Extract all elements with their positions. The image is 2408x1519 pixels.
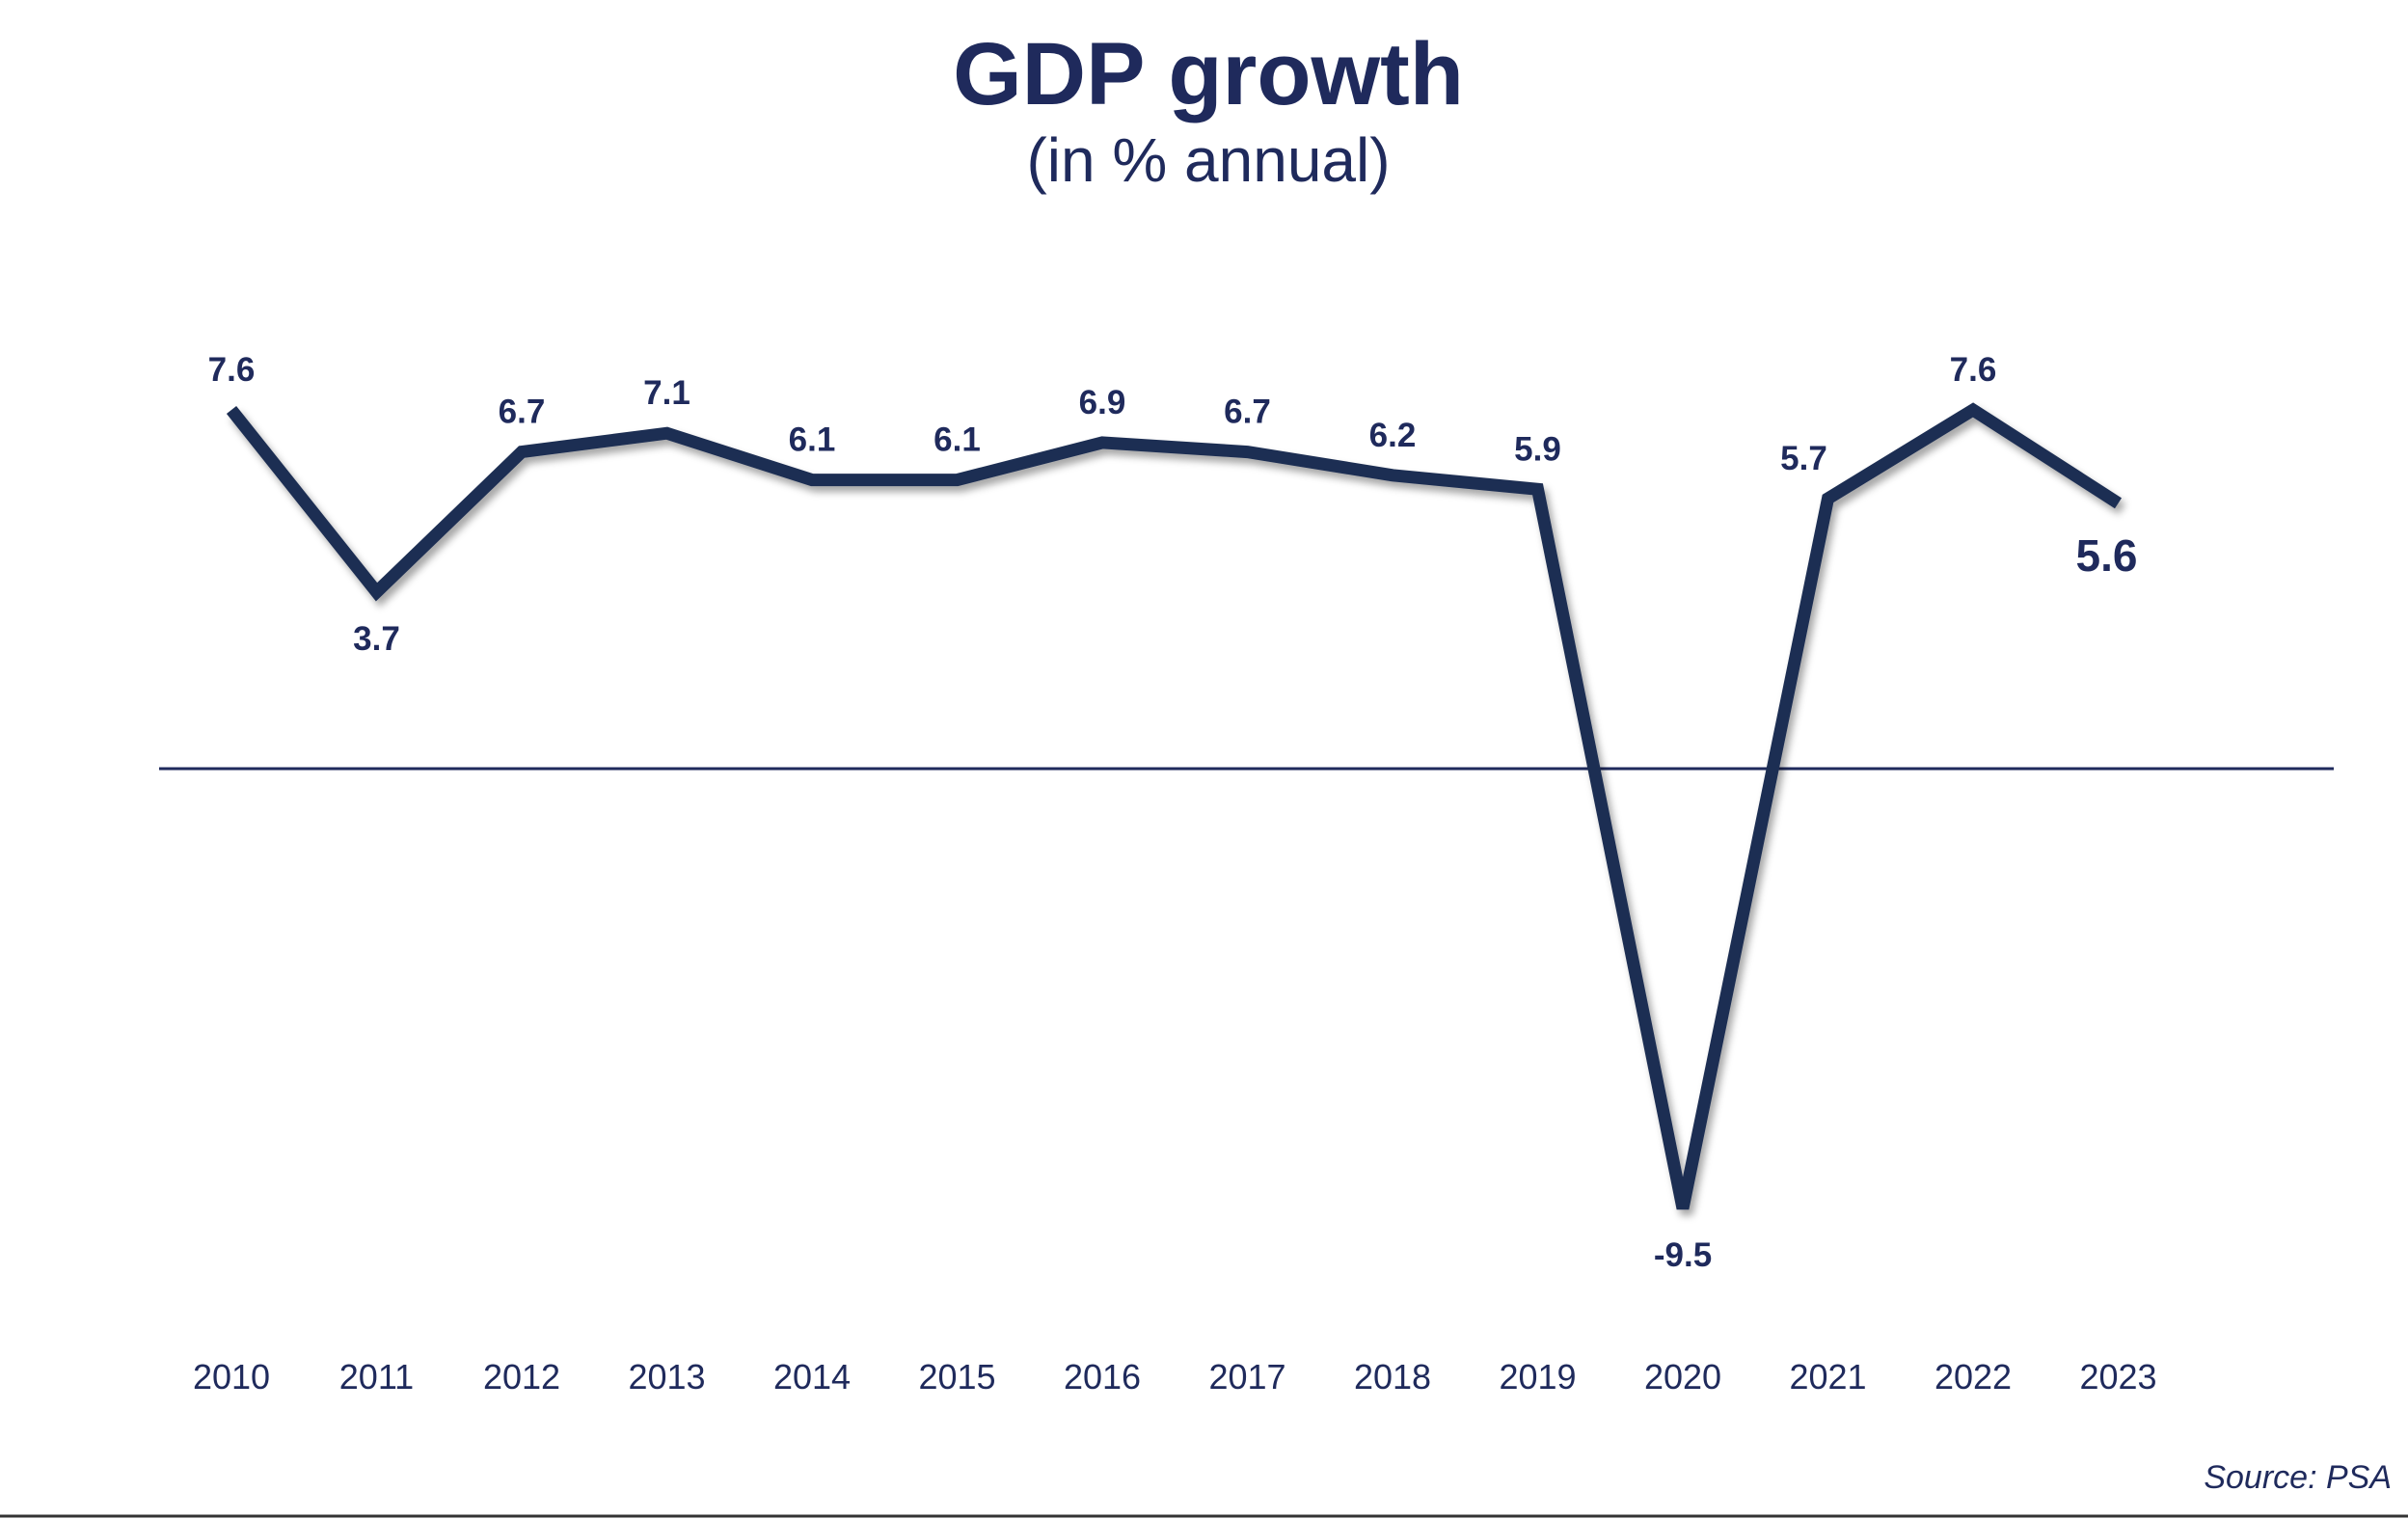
- x-tick-2019: 2019: [1499, 1357, 1576, 1397]
- x-tick-2018: 2018: [1354, 1357, 1431, 1397]
- data-label-2018: 6.2: [1369, 417, 1417, 454]
- data-label-2020: -9.5: [1654, 1236, 1712, 1274]
- data-labels: 7.6 3.7 6.7 7.1 6.1 6.1 6.9 6.7 6.2 5.9 -9.5 5.7 7.6…: [208, 351, 2138, 1274]
- x-tick-2017: 2017: [1208, 1357, 1285, 1397]
- x-tick-2013: 2013: [628, 1357, 705, 1397]
- gdp-growth-line: [226, 402, 2123, 1210]
- x-tick-2014: 2014: [773, 1357, 851, 1397]
- x-tick-2021: 2021: [1789, 1357, 1866, 1397]
- data-label-2016: 6.9: [1079, 384, 1126, 421]
- x-tick-2020: 2020: [1644, 1357, 1721, 1397]
- data-label-2022: 7.6: [1950, 351, 1997, 389]
- x-axis-ticks: 2010 2011 2012 2013 2014 2015 2016 2017 2018 2019…: [193, 1357, 2157, 1397]
- chart-title: GDP growth: [953, 25, 1464, 123]
- data-label-2011: 3.7: [353, 620, 400, 658]
- data-label-2014: 6.1: [789, 421, 836, 459]
- x-tick-2010: 2010: [193, 1357, 270, 1397]
- data-label-2015: 6.1: [933, 421, 981, 459]
- x-tick-2022: 2022: [1935, 1357, 2012, 1397]
- x-tick-2015: 2015: [918, 1357, 995, 1397]
- data-label-2017: 6.7: [1224, 393, 1271, 431]
- series-layer: [226, 402, 2123, 1210]
- x-tick-2023: 2023: [2079, 1357, 2156, 1397]
- chart-subtitle: (in % annual): [1026, 125, 1390, 195]
- x-tick-2016: 2016: [1064, 1357, 1141, 1397]
- data-label-2013: 7.1: [643, 374, 690, 412]
- x-tick-2012: 2012: [483, 1357, 560, 1397]
- data-label-2010: 7.6: [208, 351, 256, 389]
- data-label-2021: 5.7: [1780, 440, 1827, 477]
- data-label-2012: 6.7: [499, 393, 546, 431]
- data-label-2019: 5.9: [1514, 430, 1561, 468]
- x-tick-2011: 2011: [339, 1357, 414, 1397]
- data-label-2023: 5.6: [2076, 530, 2138, 581]
- source-note: Source: PSA: [2204, 1459, 2392, 1496]
